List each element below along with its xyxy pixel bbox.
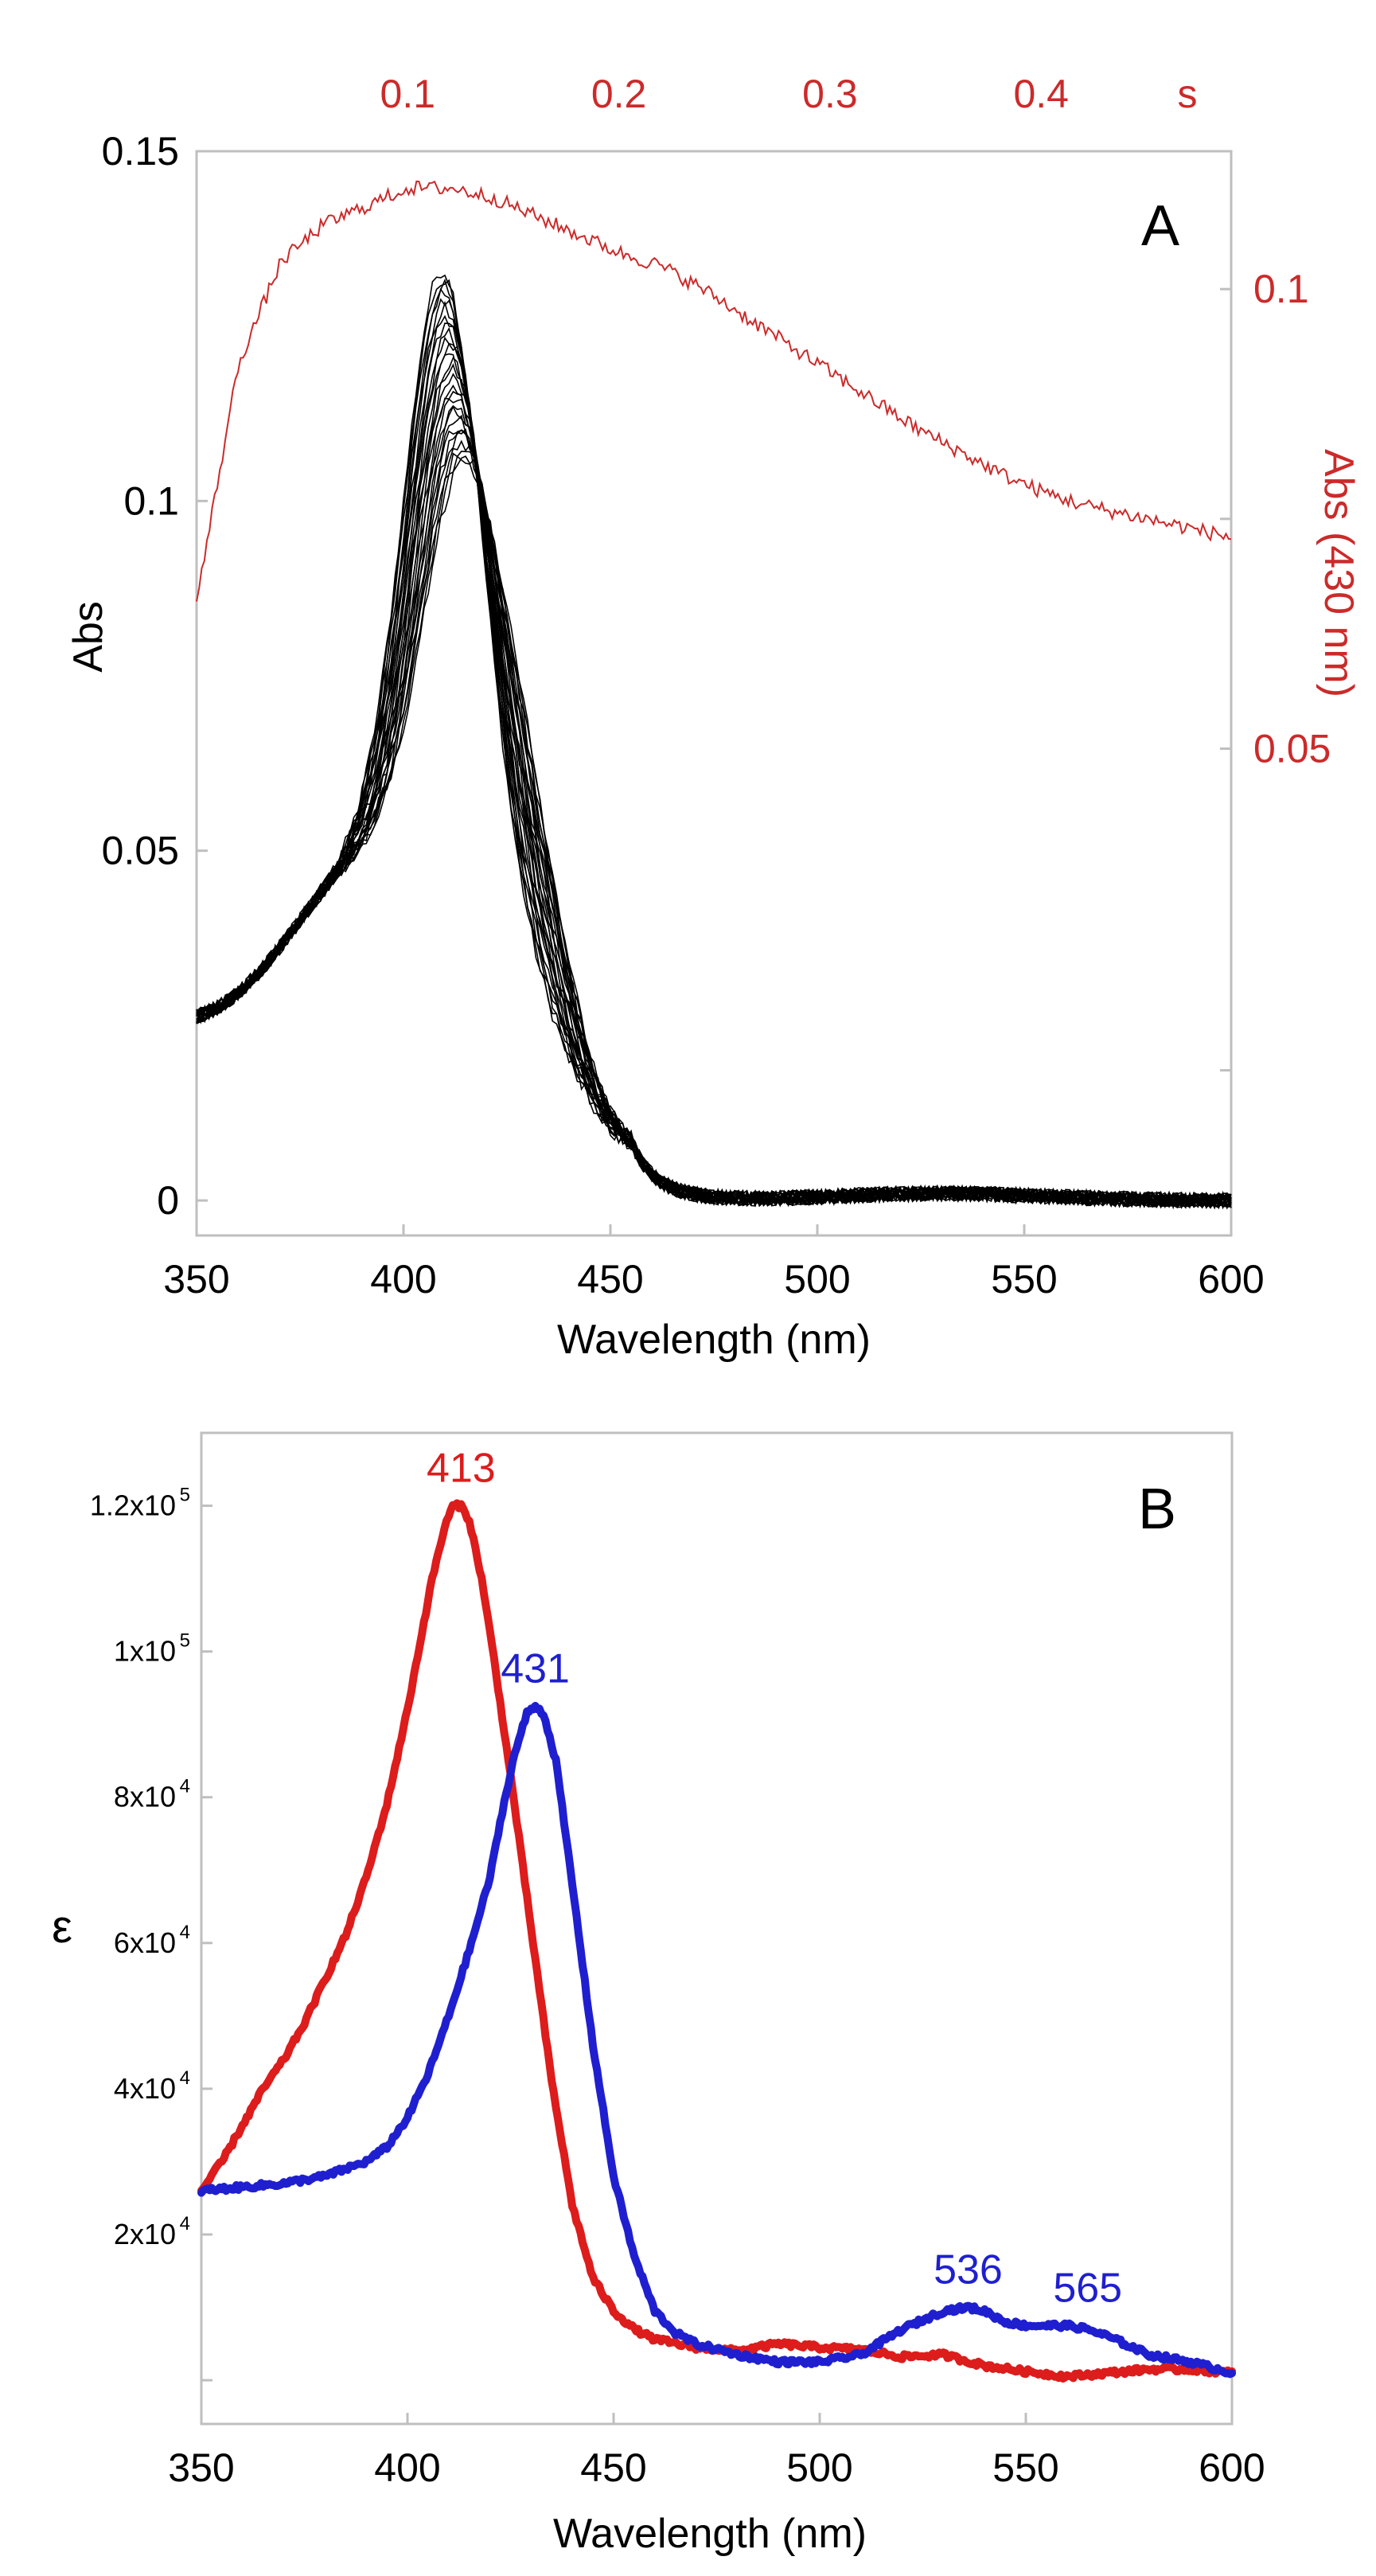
panel-b-red-spectrum bbox=[197, 1499, 1236, 2383]
panel-b-x-tick-label: 450 bbox=[580, 2445, 646, 2490]
panel-a-spectrum-line bbox=[196, 363, 1232, 1208]
panel-b-y-axis-title: ε bbox=[52, 1901, 72, 1953]
panel-b-blue-spectrum bbox=[197, 1701, 1236, 2379]
panel-b-y-tick-exponent: 4 bbox=[180, 1776, 190, 1797]
panel-a-spectrum-line bbox=[196, 455, 1232, 1210]
panel-a-spectrum-line bbox=[196, 414, 1232, 1208]
panel-a-spectra-family bbox=[196, 274, 1232, 1210]
panel-a-spectrum-line bbox=[196, 353, 1232, 1208]
panel-b-peak-labels: 413 431 536 565 bbox=[427, 1446, 1122, 2312]
panel-a-x-tick-label: 600 bbox=[1198, 1257, 1264, 1302]
panel-b-x-axis: 350 400 450 500 550 600 bbox=[168, 2413, 1265, 2490]
panel-a-spectrum-line bbox=[196, 398, 1232, 1208]
panel-b-y-tick-label: 6x10 bbox=[114, 1926, 176, 1959]
panel-a-spectrum-line bbox=[196, 404, 1232, 1209]
panel-b-frame bbox=[200, 1431, 1234, 2426]
panel-a-spectrum-line bbox=[196, 373, 1232, 1208]
panel-a-y-axis: 0 0.05 0.1 0.15 bbox=[102, 129, 208, 1223]
panel-a-spectrum-line bbox=[196, 451, 1232, 1208]
panel-a-top-tick-label: 0.2 bbox=[591, 72, 647, 116]
panel-a-right-tick-label: 0.05 bbox=[1253, 726, 1331, 771]
panel-b-peak-label: 431 bbox=[501, 1645, 570, 1692]
panel-a-spectrum-line bbox=[196, 279, 1232, 1210]
panel-a-spectrum-line bbox=[196, 439, 1232, 1208]
panel-a-spectrum-line bbox=[196, 342, 1232, 1208]
panel-a-x-axis-title: Wavelength (nm) bbox=[557, 1317, 871, 1363]
panel-b-x-tick-label: 600 bbox=[1199, 2445, 1265, 2490]
panel-a-x-tick-label: 550 bbox=[991, 1257, 1057, 1302]
panel-a-y2-axis-title: Abs (430 nm) bbox=[1316, 449, 1362, 697]
panel-b-y-tick-label: 2x10 bbox=[114, 2218, 176, 2250]
panel-a-spectrum-line bbox=[196, 428, 1232, 1209]
panel-a-kinetic-trace bbox=[196, 180, 1232, 602]
panel-a-spectrum-line bbox=[196, 405, 1232, 1208]
panel-a-spectrum-line bbox=[196, 336, 1232, 1208]
panel-a-y-tick-label: 0 bbox=[157, 1178, 179, 1223]
panel-a-spectrum-line bbox=[196, 429, 1232, 1208]
panel-a-spectrum-line bbox=[196, 300, 1232, 1210]
panel-a-right-tick-label: 0.1 bbox=[1253, 267, 1309, 311]
panel-b-y-tick-exponent: 4 bbox=[180, 1922, 190, 1943]
panel-a-spectrum-line bbox=[196, 357, 1232, 1208]
panel-b-x-tick-label: 350 bbox=[168, 2445, 234, 2490]
panel-a-y-axis-title: Abs bbox=[65, 601, 111, 673]
panel-a-label: A bbox=[1141, 194, 1179, 258]
panel-b-peak-label: 565 bbox=[1053, 2265, 1122, 2311]
panel-a-right-axis: 0.05 0.1 bbox=[1220, 267, 1331, 1072]
panel-a-y-tick-label: 0.1 bbox=[123, 478, 179, 523]
panel-b-peak-label: 413 bbox=[427, 1446, 496, 1492]
panel-a-top-axis: 0.1 0.2 0.3 0.4 bbox=[380, 72, 1069, 116]
panel-b-y-tick-label: 8x10 bbox=[114, 1781, 176, 1813]
panel-b-label: B bbox=[1138, 1477, 1176, 1541]
panel-a-spectrum-line bbox=[196, 429, 1232, 1209]
panel-b-y-tick-exponent: 4 bbox=[180, 2213, 190, 2234]
panel-b-y-tick-label: 1x10 bbox=[114, 1635, 176, 1668]
panel-b-y-tick-label: 4x10 bbox=[114, 2072, 176, 2105]
panel-a-spectrum-line bbox=[196, 298, 1232, 1210]
panel-b-y-tick-exponent: 4 bbox=[180, 2067, 190, 2089]
panel-a-x-tick-label: 500 bbox=[784, 1257, 850, 1302]
panel-a-spectrum-line bbox=[196, 287, 1232, 1208]
panel-a-y-tick-label: 0.05 bbox=[102, 829, 179, 873]
panel-a-top-tick-label: 0.1 bbox=[380, 72, 436, 116]
panel-a-x-tick-label: 450 bbox=[577, 1257, 643, 1302]
panel-b-peak-label: 536 bbox=[934, 2247, 1003, 2293]
panel-b-x-tick-label: 400 bbox=[374, 2445, 440, 2490]
panel-a-frame bbox=[195, 150, 1233, 1237]
panel-a-spectrum-line bbox=[196, 278, 1232, 1209]
panel-a-spectrum-line bbox=[196, 314, 1232, 1210]
panel-b-x-tick-label: 500 bbox=[786, 2445, 852, 2490]
panel-a-spectrum-line bbox=[196, 322, 1232, 1209]
panel-a-spectrum-line bbox=[196, 390, 1232, 1210]
panel-a-x-tick-label: 350 bbox=[163, 1257, 229, 1302]
panel-a-spectrum-line bbox=[196, 274, 1232, 1209]
panel-a-x-axis: 350 400 450 500 550 600 bbox=[163, 1224, 1265, 1302]
panel-a-top-tick-label: 0.4 bbox=[1013, 72, 1069, 116]
panel-b-y-tick-exponent: 5 bbox=[180, 1485, 190, 1506]
panel-b-y-tick-label: 1.2x10 bbox=[90, 1489, 176, 1522]
panel-a-top-tick-label: 0.3 bbox=[802, 72, 858, 116]
panel-b-y-tick-exponent: 5 bbox=[180, 1630, 190, 1652]
panel-a-top-axis-unit: s bbox=[1178, 72, 1198, 116]
panel-a-x-tick-label: 400 bbox=[370, 1257, 436, 1302]
panel-a: 350 400 450 500 550 600 00.050.10.15 0.1 0.2 0.… bbox=[65, 72, 1362, 1363]
panel-b-x-axis-title: Wavelength (nm) bbox=[553, 2511, 867, 2557]
panel-a-spectrum-line bbox=[196, 326, 1232, 1210]
panel-a-y-tick-label: 0.15 bbox=[102, 129, 179, 174]
panel-b-x-tick-label: 550 bbox=[992, 2445, 1058, 2490]
